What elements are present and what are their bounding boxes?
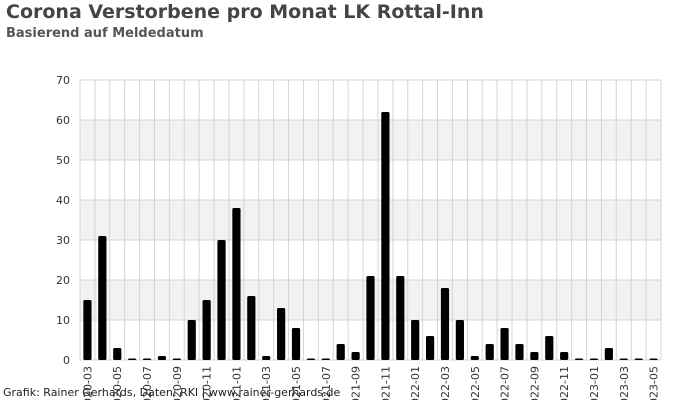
bar [291, 328, 301, 360]
bar [574, 358, 584, 360]
bar [128, 358, 137, 360]
bar [366, 276, 375, 360]
x-tick-label: 2022-07 [499, 366, 512, 400]
bar [157, 356, 167, 360]
x-tick-label: 2023-01 [588, 366, 601, 400]
vertical-gridlines [79, 80, 662, 360]
bar [306, 358, 316, 360]
bar [396, 276, 405, 360]
bar [232, 208, 241, 360]
y-tick-label: 30 [56, 234, 70, 247]
x-tick-label: 2022-09 [528, 366, 541, 400]
bar [172, 358, 181, 360]
bar [470, 356, 479, 360]
bar [500, 328, 509, 360]
bar [619, 358, 628, 360]
y-tick-label: 70 [56, 74, 70, 87]
x-tick-label: 2021-11 [379, 366, 392, 400]
x-tick-label: 2023-05 [648, 366, 661, 400]
y-tick-label: 20 [56, 274, 70, 287]
x-axis: 2020-03 2020-05 2020-07 2020-09 2020-11 2021-… [81, 366, 660, 400]
x-tick-label: 2021-07 [320, 366, 333, 400]
x-tick-label: 2022-03 [439, 366, 452, 400]
y-tick-label: 10 [56, 314, 70, 327]
bar [83, 300, 92, 360]
bar [634, 358, 643, 360]
bar [485, 344, 494, 360]
x-tick-label: 2022-11 [558, 366, 571, 400]
x-tick-label: 2021-05 [290, 366, 303, 400]
x-tick-label: 2022-05 [469, 366, 482, 400]
y-axis: 0 10 20 30 40 50 60 70 [56, 74, 70, 367]
chart-title: Corona Verstorbene pro Monat LK Rottal-I… [6, 1, 484, 23]
x-tick-label: 2020-07 [141, 366, 154, 400]
bar [455, 320, 464, 360]
bar [113, 348, 122, 360]
x-tick-label: 2021-03 [260, 366, 273, 400]
x-tick-label: 2020-03 [81, 366, 94, 400]
bars [83, 112, 658, 360]
bar [440, 288, 450, 360]
grid-band [80, 120, 661, 160]
bar [277, 308, 286, 360]
y-tick-label: 60 [56, 114, 70, 127]
bar [321, 358, 330, 360]
bar [247, 296, 256, 360]
bar [560, 352, 569, 360]
bar [530, 352, 539, 360]
y-tick-label: 50 [56, 154, 70, 167]
x-tick-label: 2022-01 [409, 366, 422, 400]
bar [649, 358, 658, 360]
bar [411, 320, 420, 360]
bar [98, 236, 107, 360]
bar [217, 240, 226, 360]
bar [604, 348, 613, 360]
chart-footer: Grafik: Rainer Gerhards, Daten: RKI | ww… [3, 386, 341, 399]
bar [545, 336, 554, 360]
bar [589, 358, 599, 360]
bar [351, 352, 360, 360]
x-tick-label: 2020-11 [201, 366, 214, 400]
bar [142, 358, 152, 360]
x-tick-label: 2021-09 [350, 366, 363, 400]
y-tick-label: 40 [56, 194, 70, 207]
x-tick-label: 2020-05 [111, 366, 124, 400]
grid-band [80, 200, 661, 240]
y-tick-label: 0 [63, 354, 70, 367]
x-tick-label: 2020-09 [171, 366, 184, 400]
bar [187, 320, 196, 360]
bar [262, 356, 271, 360]
chart-subtitle: Basierend auf Meldedatum [6, 26, 204, 41]
x-tick-label: 2021-01 [230, 366, 243, 400]
bar [336, 344, 345, 360]
x-tick-label: 2023-03 [618, 366, 631, 400]
bar [381, 112, 390, 360]
bar [202, 300, 211, 360]
bar [425, 336, 435, 360]
bar [515, 344, 524, 360]
